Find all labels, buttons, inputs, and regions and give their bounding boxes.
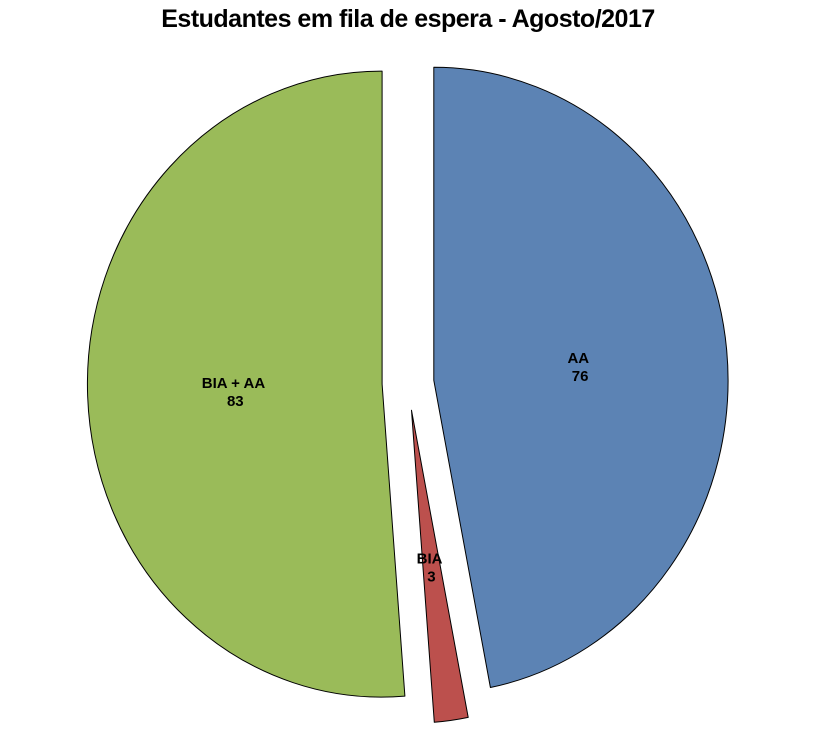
pie-label-bia-aa-value: 83: [227, 393, 244, 410]
pie-label-bia-aa-name: BIA + AA: [202, 375, 266, 392]
pie-label-bia-aa: BIA + AA 83: [202, 375, 269, 410]
pie-label-aa-value: 76: [572, 368, 589, 385]
pie-slice-bia-aa[interactable]: [86, 70, 406, 698]
pie-slice-bia[interactable]: [411, 409, 469, 723]
pie-label-aa-name: AA: [567, 350, 589, 367]
pie-label-bia-value: 3: [427, 568, 435, 585]
pie-label-bia: BIA 3: [417, 550, 446, 585]
pie-label-bia-name: BIA: [417, 550, 443, 567]
pie-label-aa: AA 76: [567, 350, 592, 385]
pie-slice-aa[interactable]: [433, 66, 729, 688]
chart-title: Estudantes em fila de espera - Agosto/20…: [161, 5, 655, 33]
